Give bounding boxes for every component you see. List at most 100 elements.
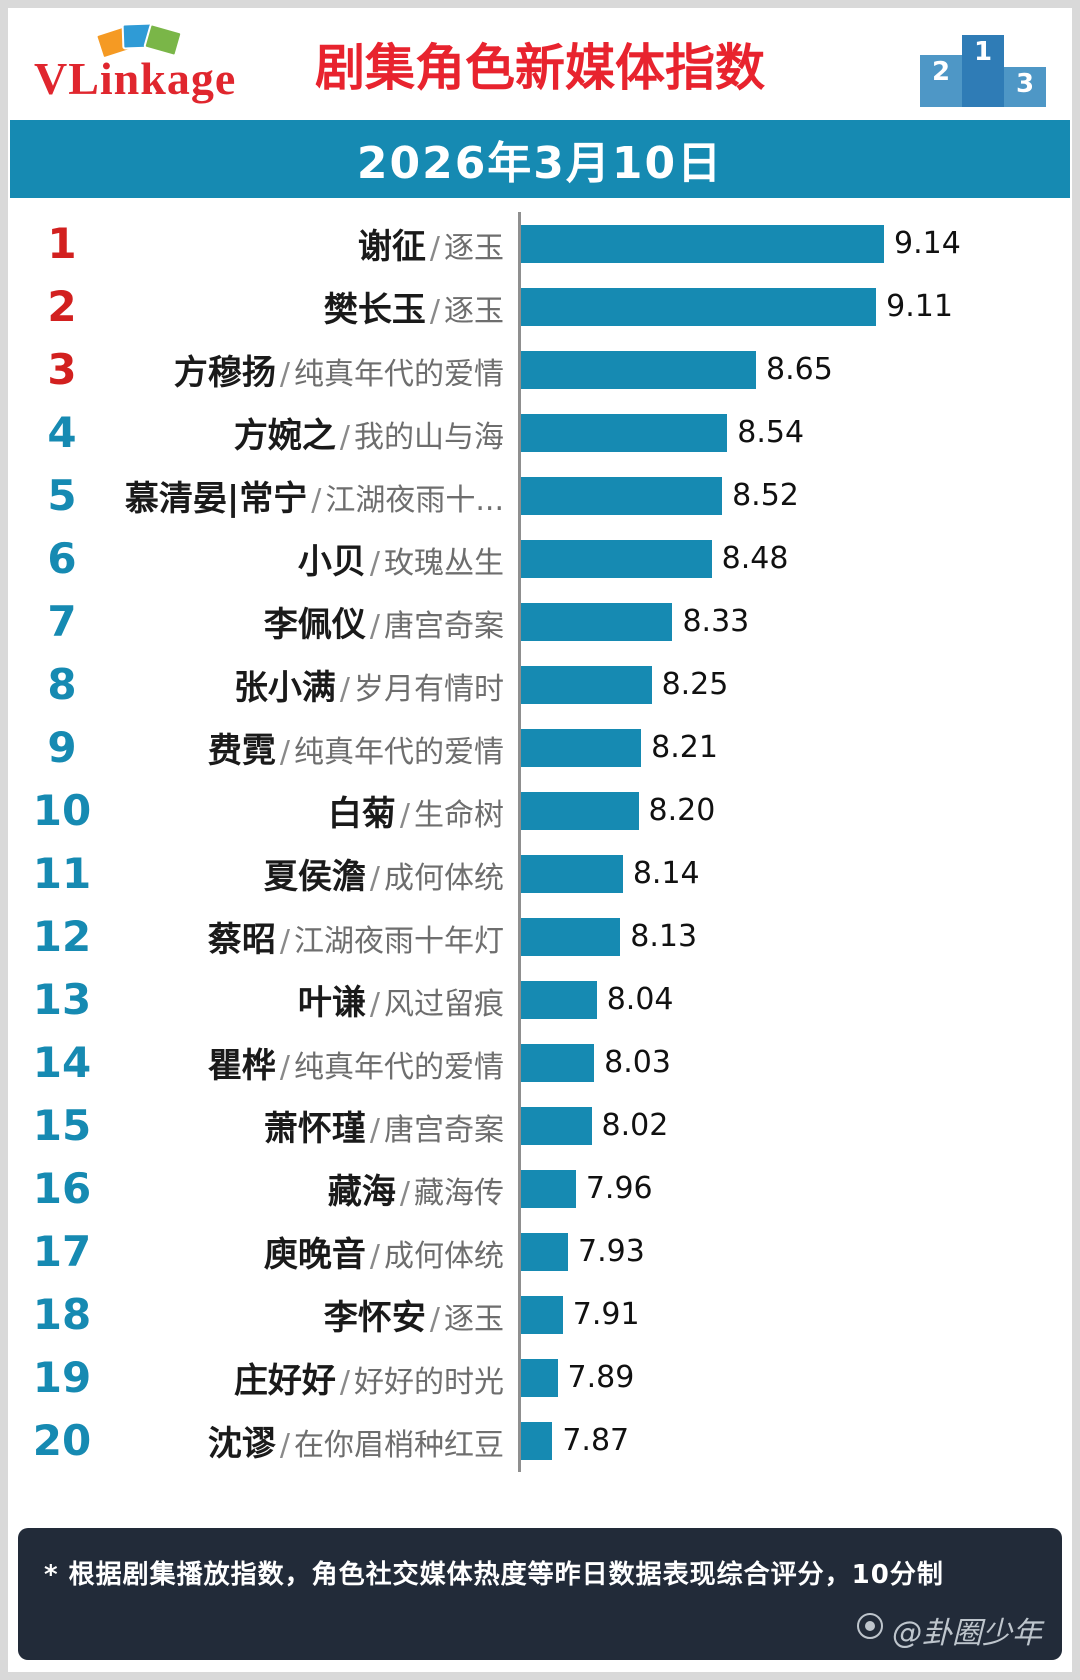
row-label: 张小满 / 岁月有情时	[116, 660, 518, 709]
row-label: 蔡昭 / 江湖夜雨十年灯	[116, 912, 518, 961]
row-label: 樊长玉 / 逐玉	[116, 282, 518, 331]
drama-title: 江湖夜雨十年灯	[294, 924, 504, 959]
chart-row: 1 谢征 / 逐玉 9.14	[8, 212, 1072, 275]
bar-area: 7.89	[518, 1346, 1072, 1409]
row-label: 庾晚音 / 成何体统	[116, 1227, 518, 1276]
drama-title: 藏海传	[414, 1176, 504, 1211]
index-value: 9.11	[886, 289, 953, 324]
label-separator: /	[311, 483, 322, 518]
date-bar: 2026年3月10日	[10, 120, 1070, 198]
drama-title: 岁月有情时	[354, 672, 504, 707]
index-bar	[521, 791, 639, 830]
character-name: 藏海	[327, 1172, 396, 1212]
index-value: 8.52	[732, 478, 799, 513]
rank-number: 6	[47, 533, 77, 583]
label-separator: /	[369, 609, 380, 644]
row-label: 夏侯澹 / 成何体统	[116, 849, 518, 898]
podium-step-1: 1	[962, 35, 1004, 107]
index-bar	[521, 350, 757, 389]
row-label: 小贝 / 玫瑰丛生	[116, 534, 518, 583]
label-separator: /	[399, 1176, 410, 1211]
character-name: 小贝	[297, 542, 366, 582]
rank-number: 7	[47, 596, 77, 646]
index-value: 9.14	[894, 226, 961, 261]
row-label: 方婉之 / 我的山与海	[116, 408, 518, 457]
index-value: 8.21	[651, 730, 718, 765]
watermark: @卦圈少年	[856, 1608, 1042, 1652]
index-bar	[521, 1232, 568, 1271]
podium-step-2: 2	[920, 55, 962, 107]
index-bar	[521, 287, 877, 326]
character-name: 沈谬	[207, 1424, 276, 1464]
rank-number: 1	[47, 218, 77, 268]
label-separator: /	[369, 1113, 380, 1148]
bar-area: 7.93	[518, 1220, 1072, 1283]
index-value: 8.25	[661, 667, 729, 702]
row-label: 李怀安 / 逐玉	[116, 1290, 518, 1339]
chart-row: 3 方穆扬 / 纯真年代的爱情 8.65	[8, 338, 1072, 401]
row-label: 慕清晏|常宁 / 江湖夜雨十...	[116, 471, 518, 520]
footnote: * 根据剧集播放指数，角色社交媒体热度等昨日数据表现综合评分，10分制	[44, 1560, 944, 1590]
chart-row: 14 瞿桦 / 纯真年代的爱情 8.03	[8, 1031, 1072, 1094]
index-bar	[521, 917, 621, 956]
index-bar	[521, 728, 642, 767]
chart-row: 2 樊长玉 / 逐玉 9.11	[8, 275, 1072, 338]
index-value: 8.02	[601, 1108, 669, 1143]
bar-area: 8.13	[518, 905, 1072, 968]
label-separator: /	[429, 1302, 440, 1337]
character-name: 慕清晏|常宁	[124, 479, 308, 519]
row-label: 萧怀瑾 / 唐宫奇案	[116, 1101, 518, 1150]
bar-area: 9.14	[518, 212, 1072, 275]
rank-number: 4	[47, 407, 77, 457]
label-separator: /	[279, 357, 290, 392]
character-name: 叶谦	[297, 983, 366, 1023]
drama-title: 逐玉	[444, 294, 504, 329]
bar-area: 8.14	[518, 842, 1072, 905]
chart-row: 16 藏海 / 藏海传 7.96	[8, 1157, 1072, 1220]
drama-title: 我的山与海	[354, 420, 504, 455]
index-bar	[521, 539, 712, 578]
chart-row: 18 李怀安 / 逐玉 7.91	[8, 1283, 1072, 1346]
drama-title: 生命树	[414, 798, 504, 833]
header: VLinkage 剧集角色新媒体指数 2 1 3	[8, 8, 1072, 120]
rank-number: 13	[32, 974, 92, 1024]
label-separator: /	[429, 231, 440, 266]
chart-row: 11 夏侯澹 / 成何体统 8.14	[8, 842, 1072, 905]
index-bar	[521, 224, 884, 263]
bar-area: 8.54	[518, 401, 1072, 464]
label-separator: /	[369, 1239, 380, 1274]
row-label: 谢征 / 逐玉	[116, 219, 518, 268]
rank-number: 2	[47, 281, 77, 331]
index-value: 7.93	[578, 1234, 645, 1269]
bar-area: 8.25	[518, 653, 1072, 716]
chart-row: 12 蔡昭 / 江湖夜雨十年灯 8.13	[8, 905, 1072, 968]
bar-area: 8.02	[518, 1094, 1072, 1157]
index-value: 8.03	[604, 1045, 671, 1080]
bar-area: 8.52	[518, 464, 1072, 527]
index-bar	[521, 1043, 595, 1082]
character-name: 方穆扬	[173, 353, 276, 393]
drama-title: 逐玉	[444, 1302, 504, 1337]
index-value: 8.20	[648, 793, 716, 828]
drama-title: 江湖夜雨十...	[325, 483, 504, 518]
footer: * 根据剧集播放指数，角色社交媒体热度等昨日数据表现综合评分，10分制 @卦圈少…	[18, 1528, 1062, 1660]
chart-row: 5 慕清晏|常宁 / 江湖夜雨十... 8.52	[8, 464, 1072, 527]
index-value: 7.89	[567, 1360, 635, 1395]
drama-title: 风过留痕	[384, 987, 504, 1022]
character-name: 樊长玉	[323, 290, 426, 330]
chart-row: 9 费霓 / 纯真年代的爱情 8.21	[8, 716, 1072, 779]
podium-step-3: 3	[1004, 67, 1046, 107]
chart-row: 13 叶谦 / 风过留痕 8.04	[8, 968, 1072, 1031]
bar-area: 8.48	[518, 527, 1072, 590]
index-value: 8.14	[632, 856, 700, 891]
bar-area: 8.04	[518, 968, 1072, 1031]
chart-row: 10 白菊 / 生命树 8.20	[8, 779, 1072, 842]
index-value: 7.96	[585, 1171, 653, 1206]
drama-title: 纯真年代的爱情	[294, 1050, 504, 1085]
index-bar	[521, 413, 728, 452]
index-bar	[521, 1295, 563, 1334]
label-separator: /	[279, 1050, 290, 1085]
drama-title: 成何体统	[384, 1239, 504, 1274]
drama-title: 逐玉	[444, 231, 504, 266]
row-label: 费霓 / 纯真年代的爱情	[116, 723, 518, 772]
